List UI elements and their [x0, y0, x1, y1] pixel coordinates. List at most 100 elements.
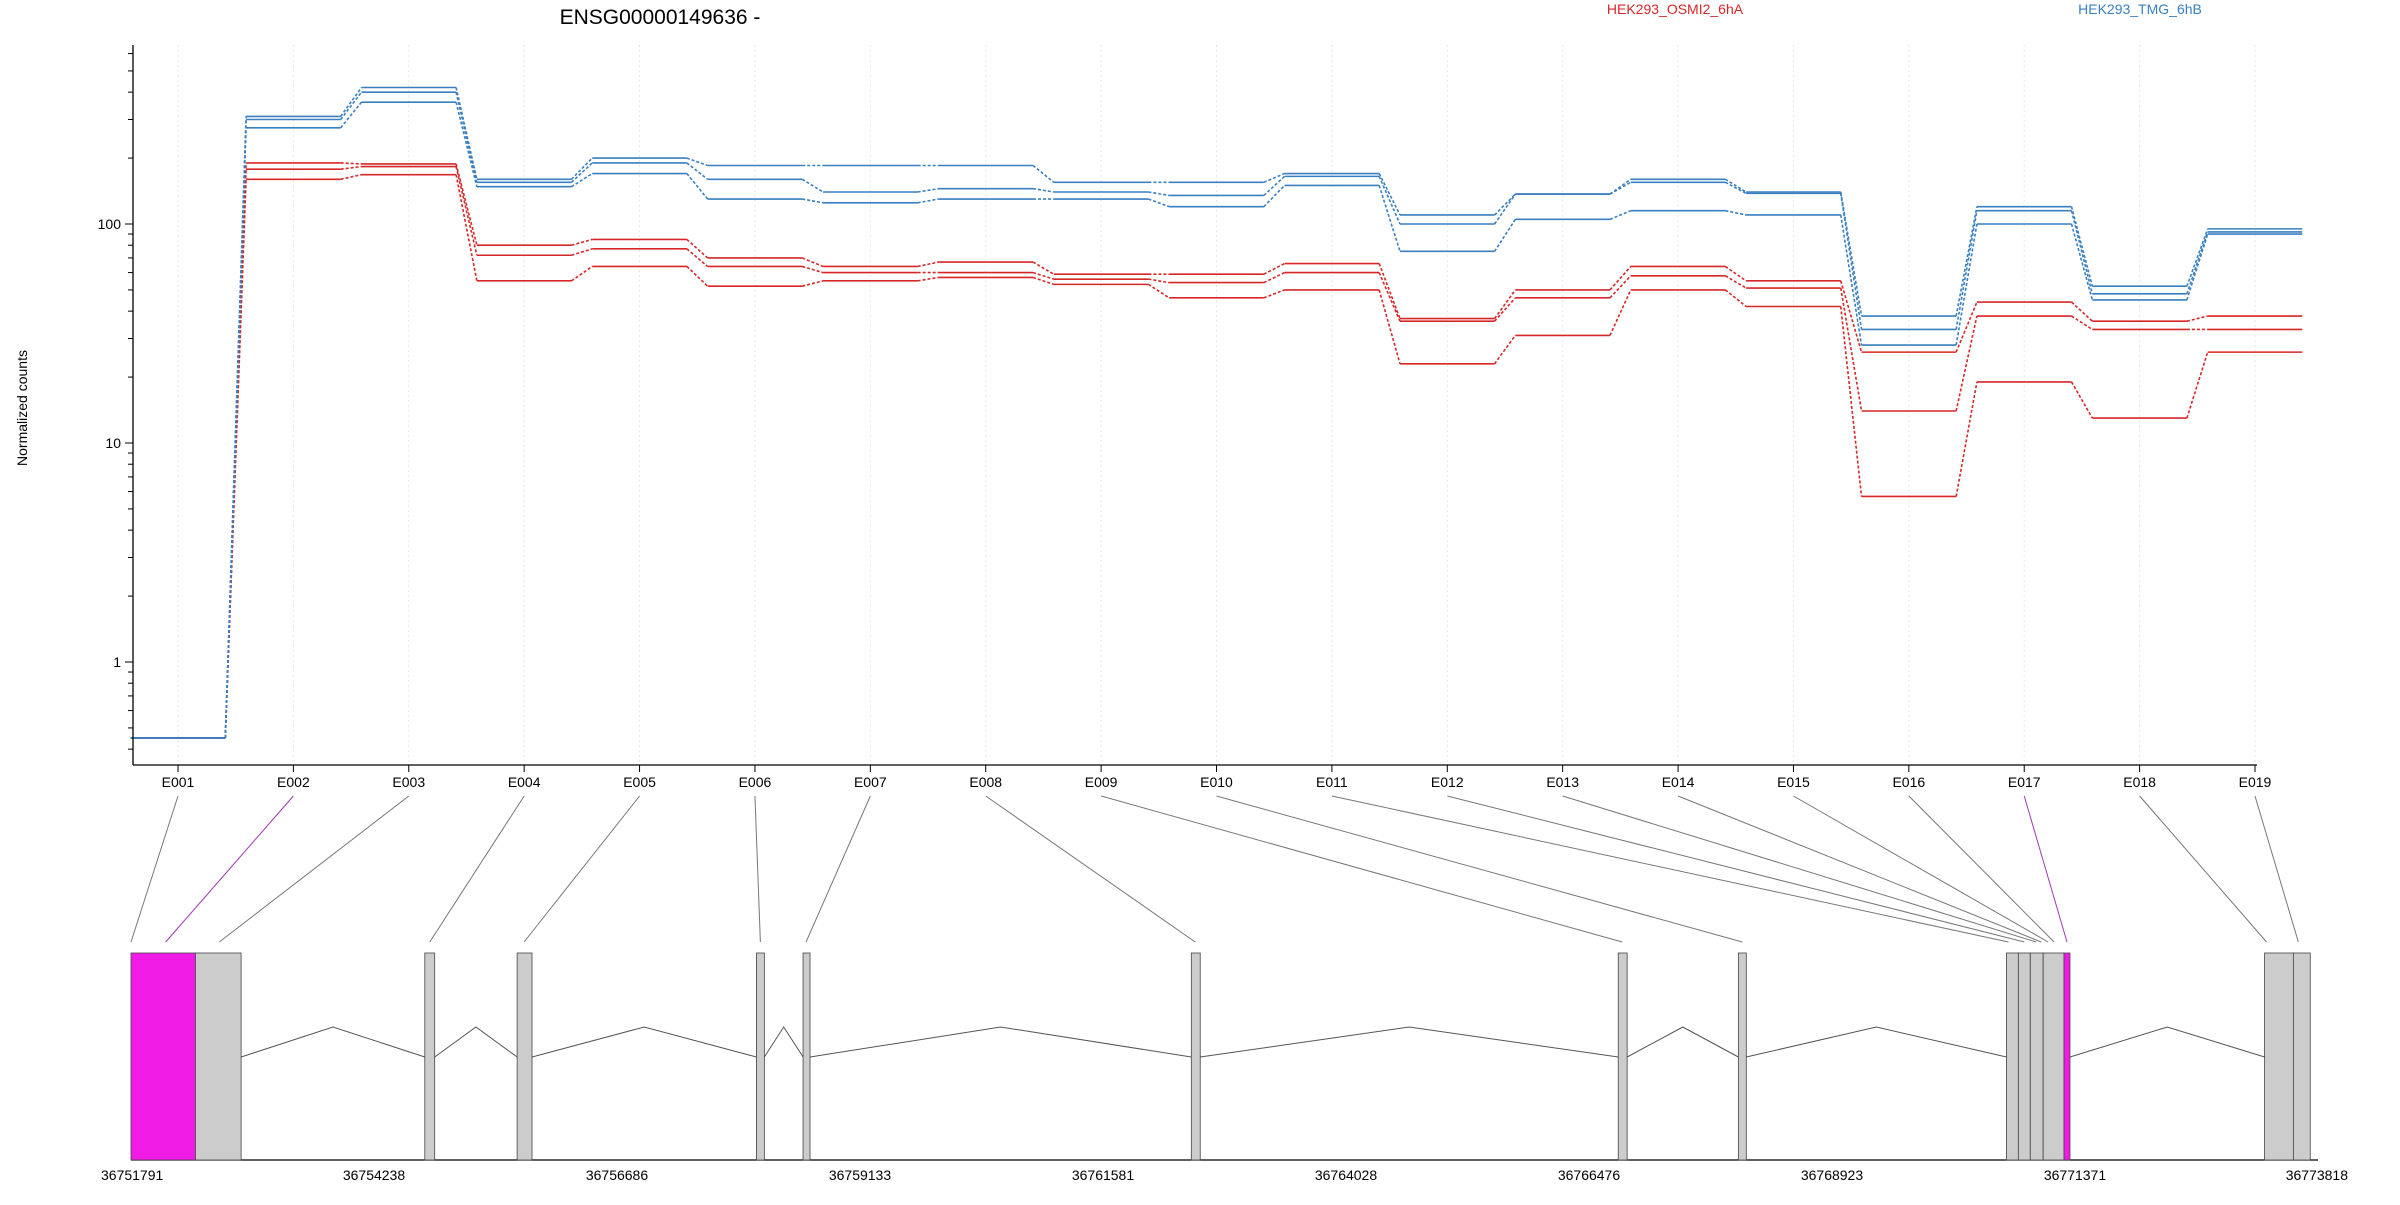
coordinate-label: 36756686 — [586, 1167, 649, 1183]
data-connector-osmi2 — [1724, 289, 1747, 308]
data-connector-tmg — [1148, 191, 1170, 197]
data-connector-tmg — [686, 173, 709, 200]
data-connector-tmg — [1955, 223, 1978, 346]
data-connector-osmi2 — [1609, 265, 1632, 291]
data-connector-tmg — [1378, 185, 1401, 252]
data-connector-osmi2 — [2071, 315, 2093, 331]
data-connector-osmi2 — [1839, 287, 1863, 412]
exon-block — [1737, 952, 1747, 1161]
data-connector-tmg — [1032, 164, 1055, 183]
data-connector-tmg — [686, 157, 708, 167]
data-connector-tmg — [686, 162, 709, 180]
x-tick-label: E019 — [2239, 774, 2272, 790]
exon-connector-line — [429, 795, 525, 943]
exon-connector-line — [754, 795, 761, 943]
y-tick-label: 1 — [113, 654, 121, 670]
intron-line — [763, 1026, 804, 1058]
exon-block — [2264, 952, 2294, 1161]
data-connector-tmg — [2070, 206, 2094, 287]
data-connector-osmi2 — [1839, 306, 1863, 497]
coordinate-label: 36754238 — [343, 1167, 406, 1183]
data-connector-tmg — [455, 91, 478, 183]
data-connector-tmg — [1609, 209, 1632, 221]
exon-block — [1190, 952, 1201, 1161]
data-connector-osmi2 — [1609, 289, 1632, 336]
data-connector-tmg — [1032, 187, 1054, 193]
data-connector-osmi2 — [2070, 301, 2093, 322]
legend-entry-tmg: HEK293_TMG_6hB — [2078, 1, 2202, 17]
coordinate-label: 36759133 — [829, 1167, 892, 1183]
data-connector-tmg — [1263, 172, 1285, 184]
y-tick-label: 100 — [98, 216, 122, 232]
data-connector-osmi2 — [1378, 263, 1401, 319]
chart-title: ENSG00000149636 - — [560, 6, 761, 29]
data-connector-osmi2 — [1493, 334, 1517, 365]
data-connector-osmi2 — [917, 261, 939, 268]
data-connector-tmg — [1839, 214, 1863, 346]
exon-block — [2042, 952, 2065, 1161]
intron-line — [434, 1026, 518, 1058]
data-connector-osmi2 — [455, 163, 478, 246]
data-connector-osmi2 — [1839, 280, 1863, 353]
exon-connector-line — [2139, 795, 2267, 943]
x-tick-label: E010 — [1200, 774, 1233, 790]
data-connector-osmi2 — [1609, 275, 1632, 299]
exon-connector-line — [165, 795, 294, 943]
data-connector-osmi2 — [1378, 289, 1401, 364]
connector-layer — [130, 795, 2299, 943]
data-connector-tmg — [917, 187, 939, 193]
data-connector-osmi2 — [1724, 275, 1747, 289]
data-connector-tmg — [1955, 206, 1978, 317]
exon-connector-line — [523, 795, 640, 943]
data-connector-tmg — [340, 101, 363, 129]
coordinate-label: 36773818 — [2286, 1167, 2349, 1183]
data-connector-osmi2 — [1032, 261, 1055, 275]
coordinate-label: 36751791 — [101, 1167, 164, 1183]
exon-connector-line — [1331, 795, 2009, 943]
exon-connector-line — [1100, 795, 1623, 943]
exon-block — [2292, 952, 2311, 1161]
exon-connector-line — [1447, 795, 2025, 943]
x-tick-label: E012 — [1431, 774, 1464, 790]
data-connector-tmg — [1493, 193, 1517, 225]
coordinate-label: 36761581 — [1072, 1167, 1135, 1183]
x-tick-label: E002 — [277, 774, 310, 790]
exon-block — [2006, 952, 2019, 1161]
intron-line — [2069, 1026, 2265, 1058]
data-connector-osmi2 — [1032, 271, 1055, 280]
data-connector-osmi2 — [1263, 289, 1285, 299]
data-connector-tmg — [1609, 181, 1632, 195]
intron-line — [1746, 1026, 2007, 1058]
coordinate-label: 36764028 — [1315, 1167, 1378, 1183]
exon-connector-line — [1677, 795, 2042, 943]
data-connector-tmg — [802, 198, 824, 204]
exon-connector-line — [985, 795, 1196, 943]
data-connector-osmi2 — [1955, 315, 1978, 412]
exon-block — [756, 952, 765, 1161]
data-connector-tmg — [1839, 193, 1863, 330]
x-tick-label: E016 — [1892, 774, 1925, 790]
data-connector-osmi2 — [2186, 315, 2208, 322]
exon-connector-line — [2254, 795, 2299, 943]
data-connector-osmi2 — [686, 238, 709, 259]
data-connector-osmi2 — [455, 166, 478, 256]
data-connector-osmi2 — [917, 276, 939, 282]
data-connector-osmi2 — [1493, 297, 1516, 322]
data-connector-tmg — [1148, 198, 1170, 208]
x-tick-label: E014 — [1662, 774, 1695, 790]
exon-connector-line — [1908, 795, 2055, 943]
data-connector-tmg — [1724, 181, 1747, 195]
data-connector-osmi2 — [2070, 381, 2093, 419]
data-connector-osmi2 — [340, 162, 362, 165]
x-tick-label: E007 — [854, 774, 887, 790]
data-connector-osmi2 — [686, 265, 709, 287]
data-connector-tmg — [1724, 178, 1747, 193]
data-connector-tmg — [2186, 228, 2209, 287]
y-tick-label: 10 — [105, 435, 121, 451]
data-connector-osmi2 — [1955, 301, 1978, 353]
exon-connector-line — [805, 795, 871, 943]
legend-entry-osmi2: HEK293_OSMI2_6hA — [1607, 1, 1744, 17]
exon-block — [802, 952, 811, 1161]
